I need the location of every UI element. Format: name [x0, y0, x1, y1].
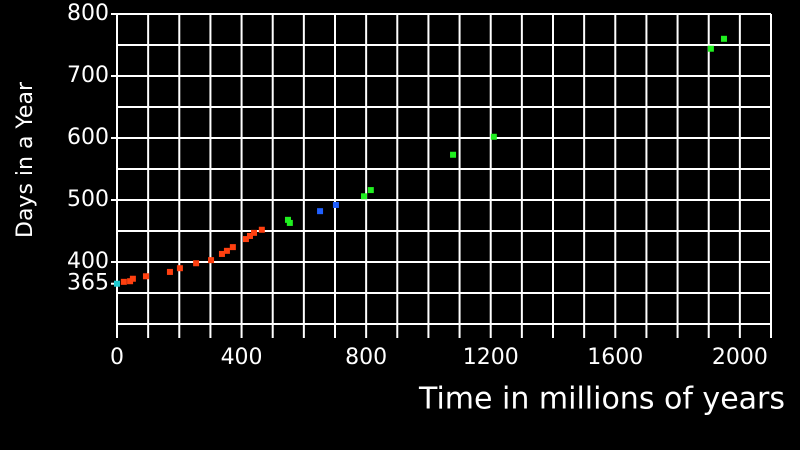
point — [251, 229, 258, 236]
point — [284, 216, 291, 223]
point — [490, 133, 497, 140]
x-axis-label: Time in millions of years — [418, 382, 785, 417]
point — [129, 275, 136, 282]
point — [114, 280, 120, 287]
y-tick-label: 365 — [67, 271, 109, 296]
y-tick-label: 500 — [67, 187, 109, 212]
x-tick-label: 2000 — [712, 345, 768, 370]
point — [360, 193, 367, 200]
point — [166, 268, 173, 275]
x-tick-label: 1200 — [463, 345, 519, 370]
point — [208, 257, 215, 264]
y-tick-label: 800 — [67, 1, 109, 26]
x-tick-label: 1600 — [587, 345, 643, 370]
point — [707, 45, 714, 52]
point — [246, 232, 253, 239]
point — [176, 265, 183, 272]
point — [317, 208, 324, 215]
point — [223, 247, 230, 254]
point — [193, 260, 200, 267]
x-tick-label: 800 — [345, 345, 387, 370]
x-tick-label: 400 — [221, 345, 263, 370]
point — [367, 187, 374, 194]
point — [242, 236, 249, 243]
point — [258, 226, 265, 233]
point — [450, 151, 457, 158]
y-tick-label: 600 — [67, 125, 109, 150]
y-tick-label: 700 — [67, 63, 109, 88]
point — [229, 244, 236, 251]
point — [720, 35, 727, 42]
point — [218, 250, 225, 257]
point — [120, 278, 127, 285]
point — [286, 219, 293, 226]
y-tick-label: 400 — [67, 249, 109, 274]
y-axis-label: Days in a Year — [13, 81, 38, 238]
x-tick-label: 0 — [110, 345, 124, 370]
point — [332, 201, 339, 208]
point — [142, 273, 149, 280]
